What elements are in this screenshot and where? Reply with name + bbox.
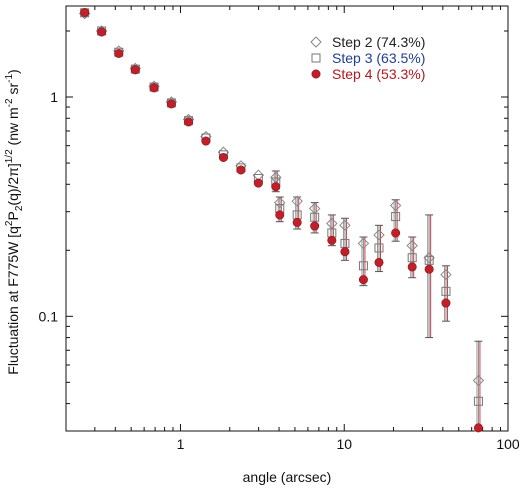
diamond-point [389, 199, 402, 212]
diamond-point [373, 229, 385, 241]
square-point [391, 212, 401, 222]
diamond-point [440, 268, 452, 281]
axes-ticks [65, 6, 509, 432]
circle-point [97, 27, 107, 37]
legend-marker [311, 69, 321, 79]
circle-point [253, 178, 263, 188]
square-point [424, 255, 434, 265]
diamond-point [339, 219, 351, 232]
diamond-point [472, 374, 485, 387]
circle-point [424, 264, 434, 274]
legend-label: Step 4 (53.3%) [332, 66, 425, 82]
diamond-point [291, 195, 303, 207]
square-point [407, 253, 417, 263]
circle-point [292, 217, 302, 227]
circle-point [218, 152, 228, 162]
circle-point [236, 165, 246, 175]
circle-point [271, 182, 281, 192]
plot-frame [65, 5, 509, 432]
legend-label: Step 2 (74.3%) [332, 34, 425, 50]
circle-point [201, 136, 211, 146]
x-tick-label: 100 [496, 436, 520, 452]
circle-point [275, 210, 285, 220]
data-markers [78, 7, 485, 433]
ylabel-base: Fluctuation at F775W [q [5, 226, 21, 375]
tick-labels: 1 10 100 0.1 1 [39, 89, 520, 452]
legend: Step 2 (74.3%)Step 3 (63.5%)Step 4 (53.3… [310, 34, 425, 82]
diamond-point [406, 239, 418, 252]
y-axis-title: Fluctuation at F775W [q2P2(q)/2π]1/2 (nw… [4, 69, 25, 374]
circle-point [374, 257, 384, 267]
x-tick-label: 10 [336, 436, 352, 452]
square-point [374, 243, 384, 253]
ylabel-sup1: 2 [4, 220, 15, 226]
diamond-point [274, 196, 286, 209]
square-point [473, 396, 483, 406]
x-axis-title: angle (arcsec) [243, 469, 332, 485]
circle-point [184, 117, 194, 127]
square-point [310, 212, 320, 222]
legend-marker [311, 53, 321, 63]
ylabel-mid2: (q)/2π] [5, 163, 21, 205]
circle-point [114, 48, 124, 58]
ylabel-sup2: 1/2 [4, 149, 15, 163]
circle-point [327, 235, 337, 245]
square-point [358, 261, 368, 271]
circle-point [80, 7, 90, 17]
circle-point [441, 298, 451, 308]
circle-point [130, 65, 140, 75]
ylabel-mid4: sr [5, 83, 21, 99]
circle-point [407, 262, 417, 272]
ylabel-end: ) [5, 69, 21, 74]
circle-point [473, 423, 483, 433]
square-point [441, 286, 451, 296]
circle-point [166, 99, 176, 109]
circle-point [358, 275, 368, 285]
error-bars [271, 170, 483, 432]
legend-label: Step 3 (63.5%) [332, 50, 425, 66]
circle-point [340, 247, 350, 257]
ylabel-sup3: -2 [4, 98, 15, 107]
ylabel-mid1: P [5, 211, 21, 220]
x-tick-label: 1 [177, 436, 185, 452]
circle-point [391, 228, 401, 238]
y-tick-label: 0.1 [39, 308, 59, 324]
ylabel-sub1: 2 [14, 205, 25, 211]
ylabel-sup4: -1 [4, 74, 15, 83]
ylabel-mid3: (nw m [5, 107, 21, 149]
circle-point [149, 83, 159, 93]
circle-point [310, 221, 320, 231]
y-tick-label: 1 [50, 89, 58, 105]
diamond-point [357, 237, 370, 250]
legend-marker [310, 36, 322, 48]
